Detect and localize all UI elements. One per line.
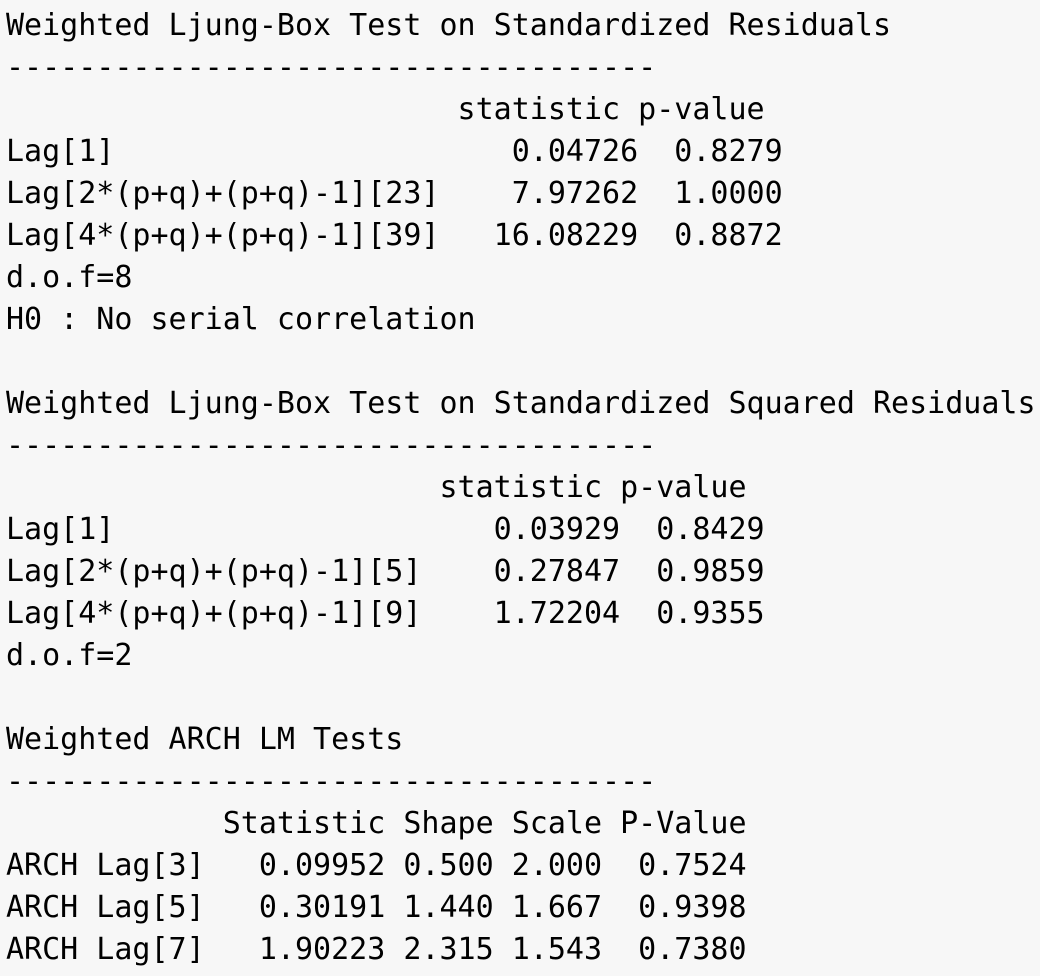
table-header: Statistic Shape Scale P-Value: [6, 806, 747, 841]
table-header: statistic p-value: [6, 470, 747, 505]
table-row: ARCH Lag[7] 1.90223 2.315 1.543 0.7380: [6, 932, 747, 967]
table-row: ARCH Lag[3] 0.09952 0.500 2.000 0.7524: [6, 848, 747, 883]
separator-rule: ------------------------------------: [6, 764, 657, 799]
section-title: Weighted Ljung-Box Test on Standardized …: [6, 386, 1036, 421]
table-row: Lag[1] 0.04726 0.8279: [6, 134, 783, 169]
table-row: Lag[2*(p+q)+(p+q)-1][5] 0.27847 0.9859: [6, 554, 765, 589]
separator-rule: ------------------------------------: [6, 428, 657, 463]
table-header: statistic p-value: [6, 92, 765, 127]
degrees-of-freedom: d.o.f=8: [6, 260, 133, 295]
null-hypothesis: H0 : No serial correlation: [6, 302, 476, 337]
section-title: Weighted Ljung-Box Test on Standardized …: [6, 8, 892, 43]
table-row: Lag[4*(p+q)+(p+q)-1][39] 16.08229 0.8872: [6, 218, 783, 253]
table-row: Lag[1] 0.03929 0.8429: [6, 512, 765, 547]
separator-rule: ------------------------------------: [6, 50, 657, 85]
degrees-of-freedom: d.o.f=2: [6, 638, 133, 673]
section-title: Weighted ARCH LM Tests: [6, 722, 404, 757]
table-row: Lag[2*(p+q)+(p+q)-1][23] 7.97262 1.0000: [6, 176, 783, 211]
table-row: Lag[4*(p+q)+(p+q)-1][9] 1.72204 0.9355: [6, 596, 765, 631]
table-row: ARCH Lag[5] 0.30191 1.440 1.667 0.9398: [6, 890, 747, 925]
